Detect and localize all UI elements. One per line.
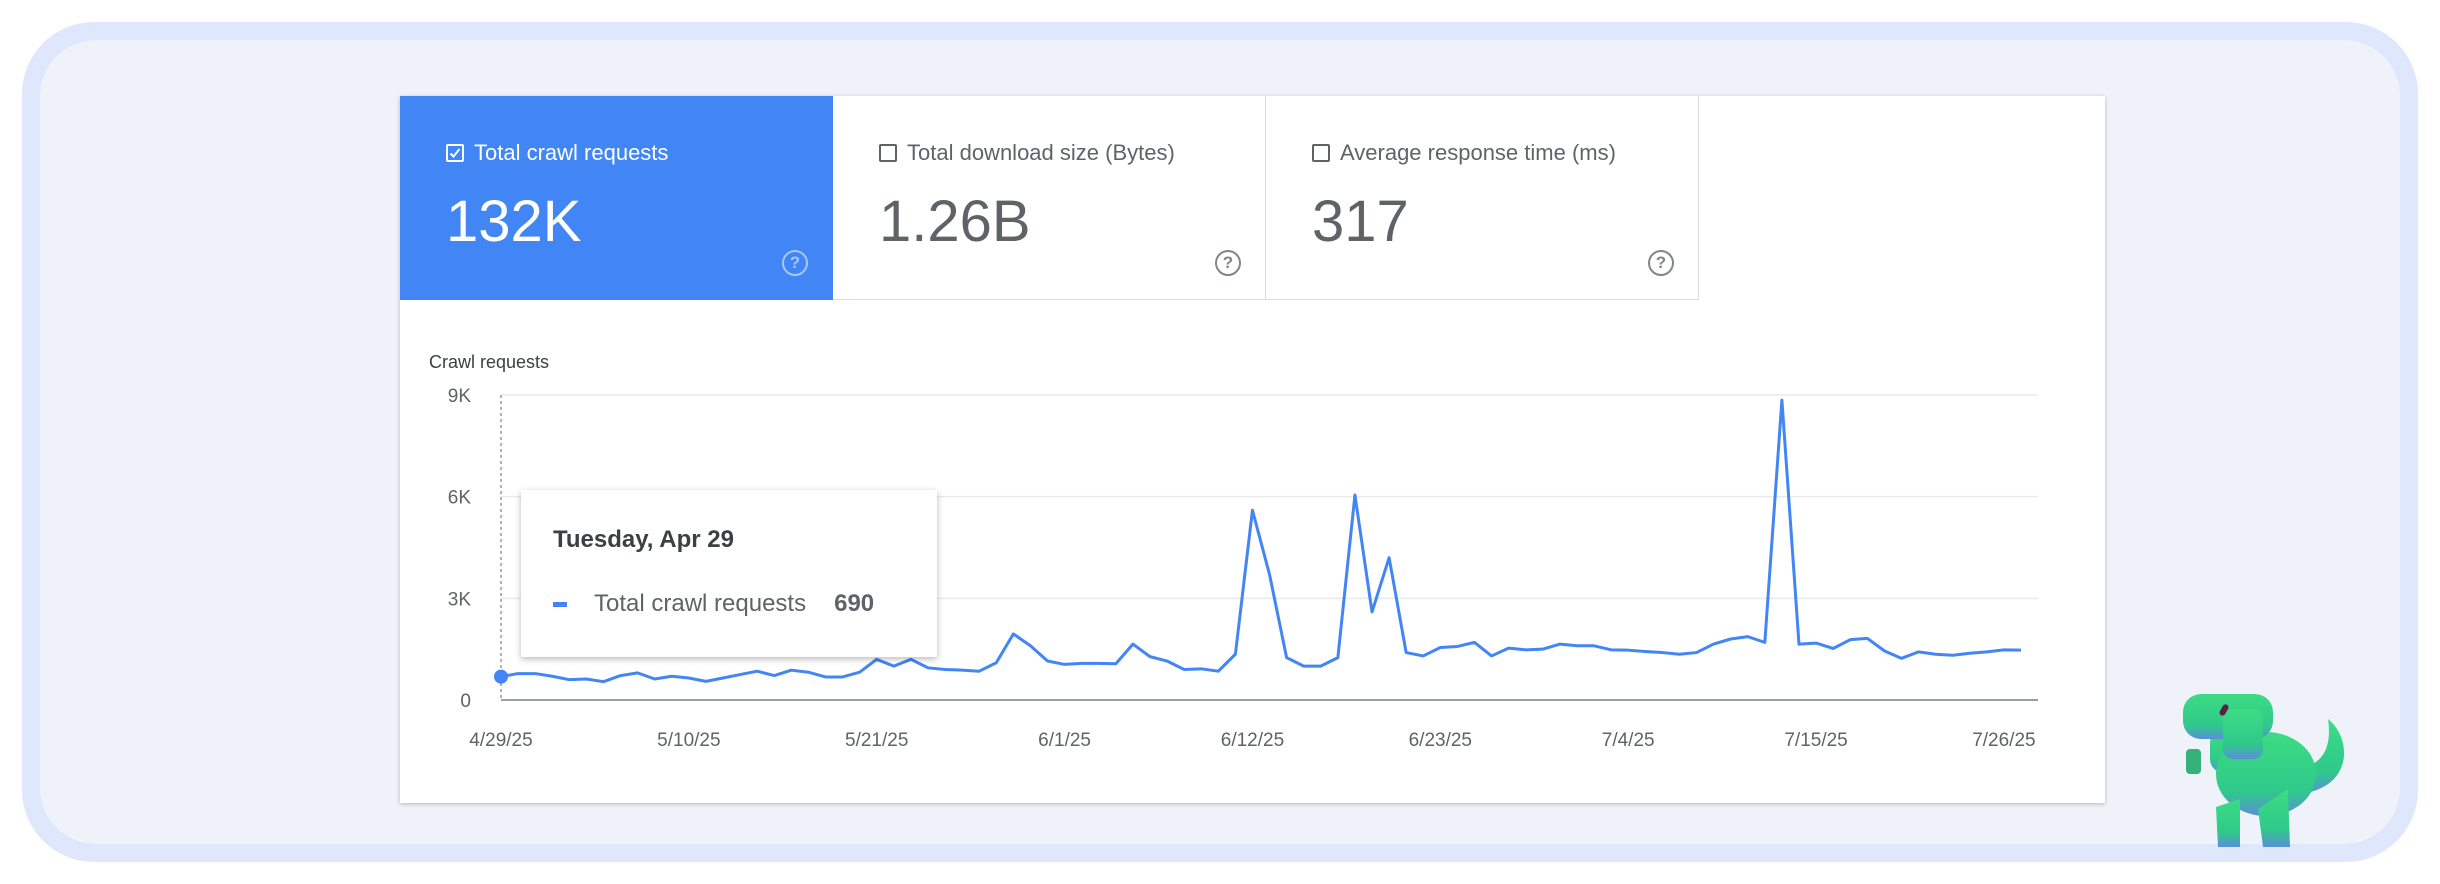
x-tick-label: 6/23/25: [1409, 730, 1472, 751]
y-tick-label: 0: [460, 691, 471, 712]
dinosaur-mascot-icon: [2183, 694, 2345, 847]
metric-tab-total-crawl-requests[interactable]: Total crawl requests 132K ?: [400, 96, 833, 300]
crawl-stats-card: Total crawl requests 132K ? Total downlo…: [400, 96, 2105, 803]
series-swatch: [553, 601, 567, 607]
metric-label: Average response time (ms): [1340, 140, 1616, 165]
x-tick-label: 6/12/25: [1221, 730, 1284, 751]
chart-tooltip: Tuesday, Apr 29 Total crawl requests 690: [521, 490, 937, 657]
tooltip-value: 690: [834, 590, 875, 617]
data-point: [494, 669, 508, 684]
series-line-total-crawl-requests: [500, 398, 2022, 684]
checkbox-checked-icon[interactable]: [446, 144, 464, 162]
checkbox-icon[interactable]: [879, 144, 897, 162]
metric-label: Total crawl requests: [474, 140, 669, 165]
x-tick-label: 5/21/25: [845, 730, 908, 751]
metric-label: Total download size (Bytes): [907, 140, 1175, 165]
metric-value: 317: [1312, 189, 1409, 254]
x-tick-label: 6/1/25: [1038, 730, 1091, 751]
y-tick-label: 9K: [448, 386, 472, 407]
tooltip-series-label: Total crawl requests: [594, 590, 807, 617]
help-icon[interactable]: ?: [1215, 250, 1241, 276]
help-icon[interactable]: ?: [1648, 250, 1674, 276]
x-tick-label: 7/15/25: [1784, 730, 1847, 751]
crawl-requests-chart[interactable]: 0 3K 6K 9K 4/29/25 5/10/25 5/21/25 6/1/25 6/12/2…: [400, 96, 2105, 803]
y-tick-label: 6K: [448, 488, 472, 509]
x-tick-label: 7/26/25: [1972, 730, 2035, 751]
metric-value: 1.26B: [879, 189, 1031, 254]
x-tick-label: 5/10/25: [657, 730, 720, 751]
chart-title: Crawl requests: [429, 352, 550, 372]
x-tick-label: 7/4/25: [1602, 730, 1655, 751]
tooltip-title: Tuesday, Apr 29: [553, 526, 734, 553]
x-tick-label: 4/29/25: [469, 730, 532, 751]
help-icon[interactable]: ?: [782, 250, 808, 276]
y-tick-label: 3K: [448, 589, 472, 610]
metric-tab-average-response-time[interactable]: Average response time (ms) 317 ?: [1266, 96, 1699, 300]
checkbox-icon[interactable]: [1312, 144, 1330, 162]
metric-tab-total-download-size[interactable]: Total download size (Bytes) 1.26B ?: [833, 96, 1266, 300]
metric-value: 132K: [446, 189, 582, 254]
